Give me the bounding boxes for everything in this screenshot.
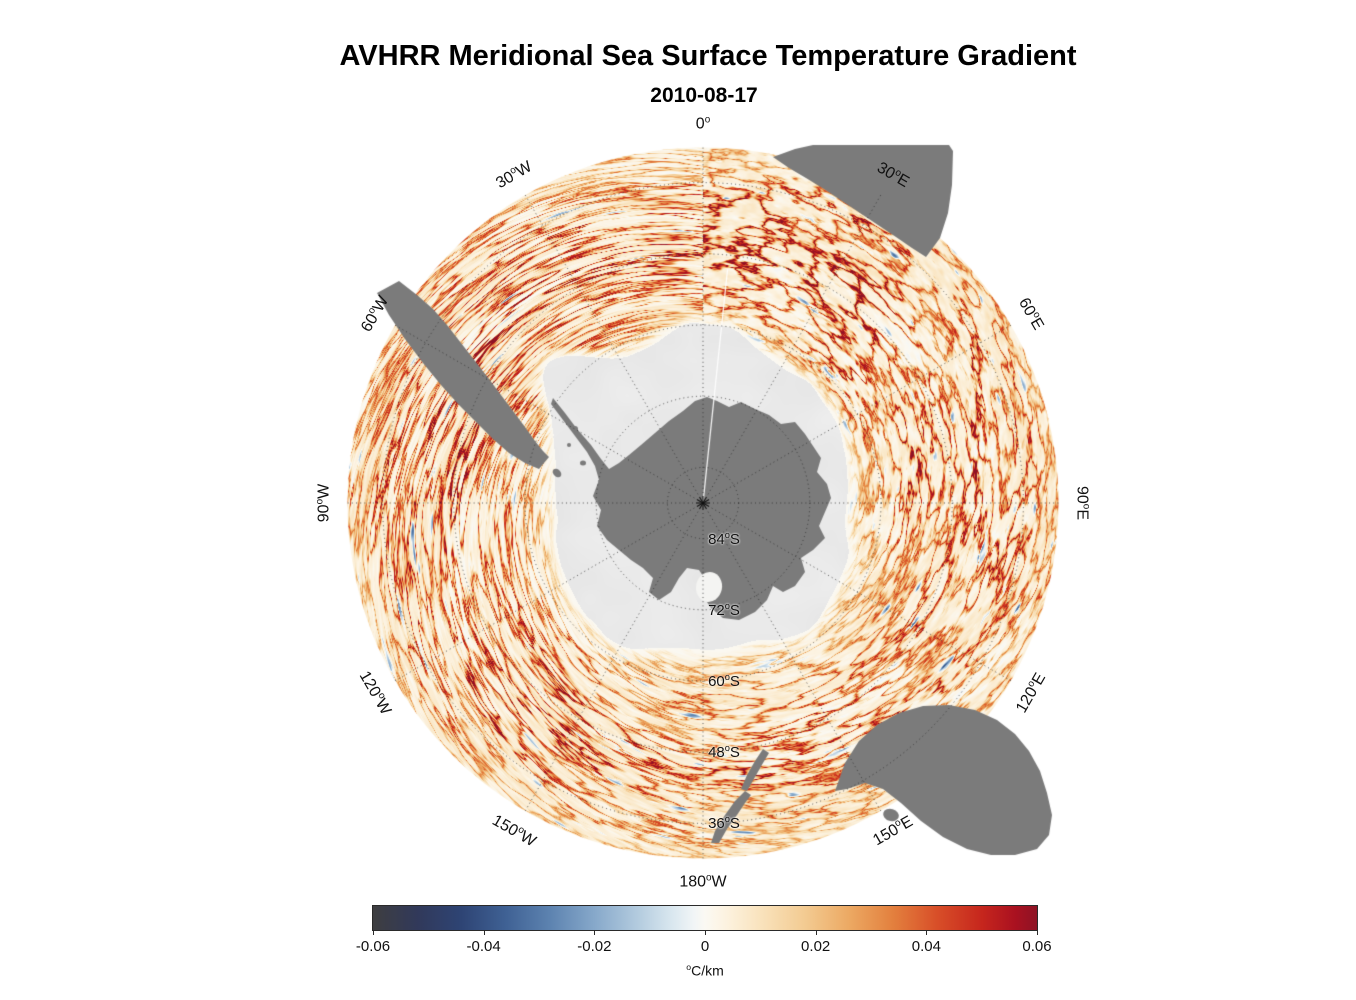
longitude-label: 0o — [695, 114, 711, 133]
colorbar-tick-mark — [705, 931, 706, 935]
colorbar-bar — [372, 905, 1038, 931]
colorbar-tick-mark — [815, 931, 817, 935]
colorbar-unit-label: oC/km — [686, 962, 724, 979]
colorbar-tick-label: 0.06 — [1022, 938, 1052, 955]
longitude-label: 90oW — [314, 483, 333, 523]
colorbar: -0.06 -0.04 -0.02 0 0.02 0.04 0.06 oC/km — [356, 905, 1052, 995]
chart-date-subtitle: 2010-08-17 — [650, 84, 758, 107]
colorbar-tick-mark — [483, 931, 485, 935]
colorbar-tick-mark — [373, 931, 374, 935]
longitude-label: 180oW — [679, 872, 727, 891]
colorbar-tick-mark — [1037, 931, 1038, 935]
colorbar-gradient — [373, 906, 1037, 930]
colorbar-tick-mark — [594, 931, 596, 935]
polar-sst-gradient-map — [343, 143, 1063, 863]
colorbar-tick-label: 0.02 — [801, 938, 831, 955]
colorbar-tick-mark — [926, 931, 928, 935]
colorbar-tick-label: 0 — [700, 938, 710, 955]
chart-title: AVHRR Meridional Sea Surface Temperature… — [339, 40, 1077, 72]
colorbar-tick-label: -0.04 — [466, 938, 501, 955]
colorbar-tick-label: 0.04 — [911, 938, 941, 955]
longitude-label: 90oE — [1073, 486, 1092, 520]
colorbar-tick-label: -0.02 — [577, 938, 612, 955]
colorbar-tick-label: -0.06 — [355, 938, 391, 955]
